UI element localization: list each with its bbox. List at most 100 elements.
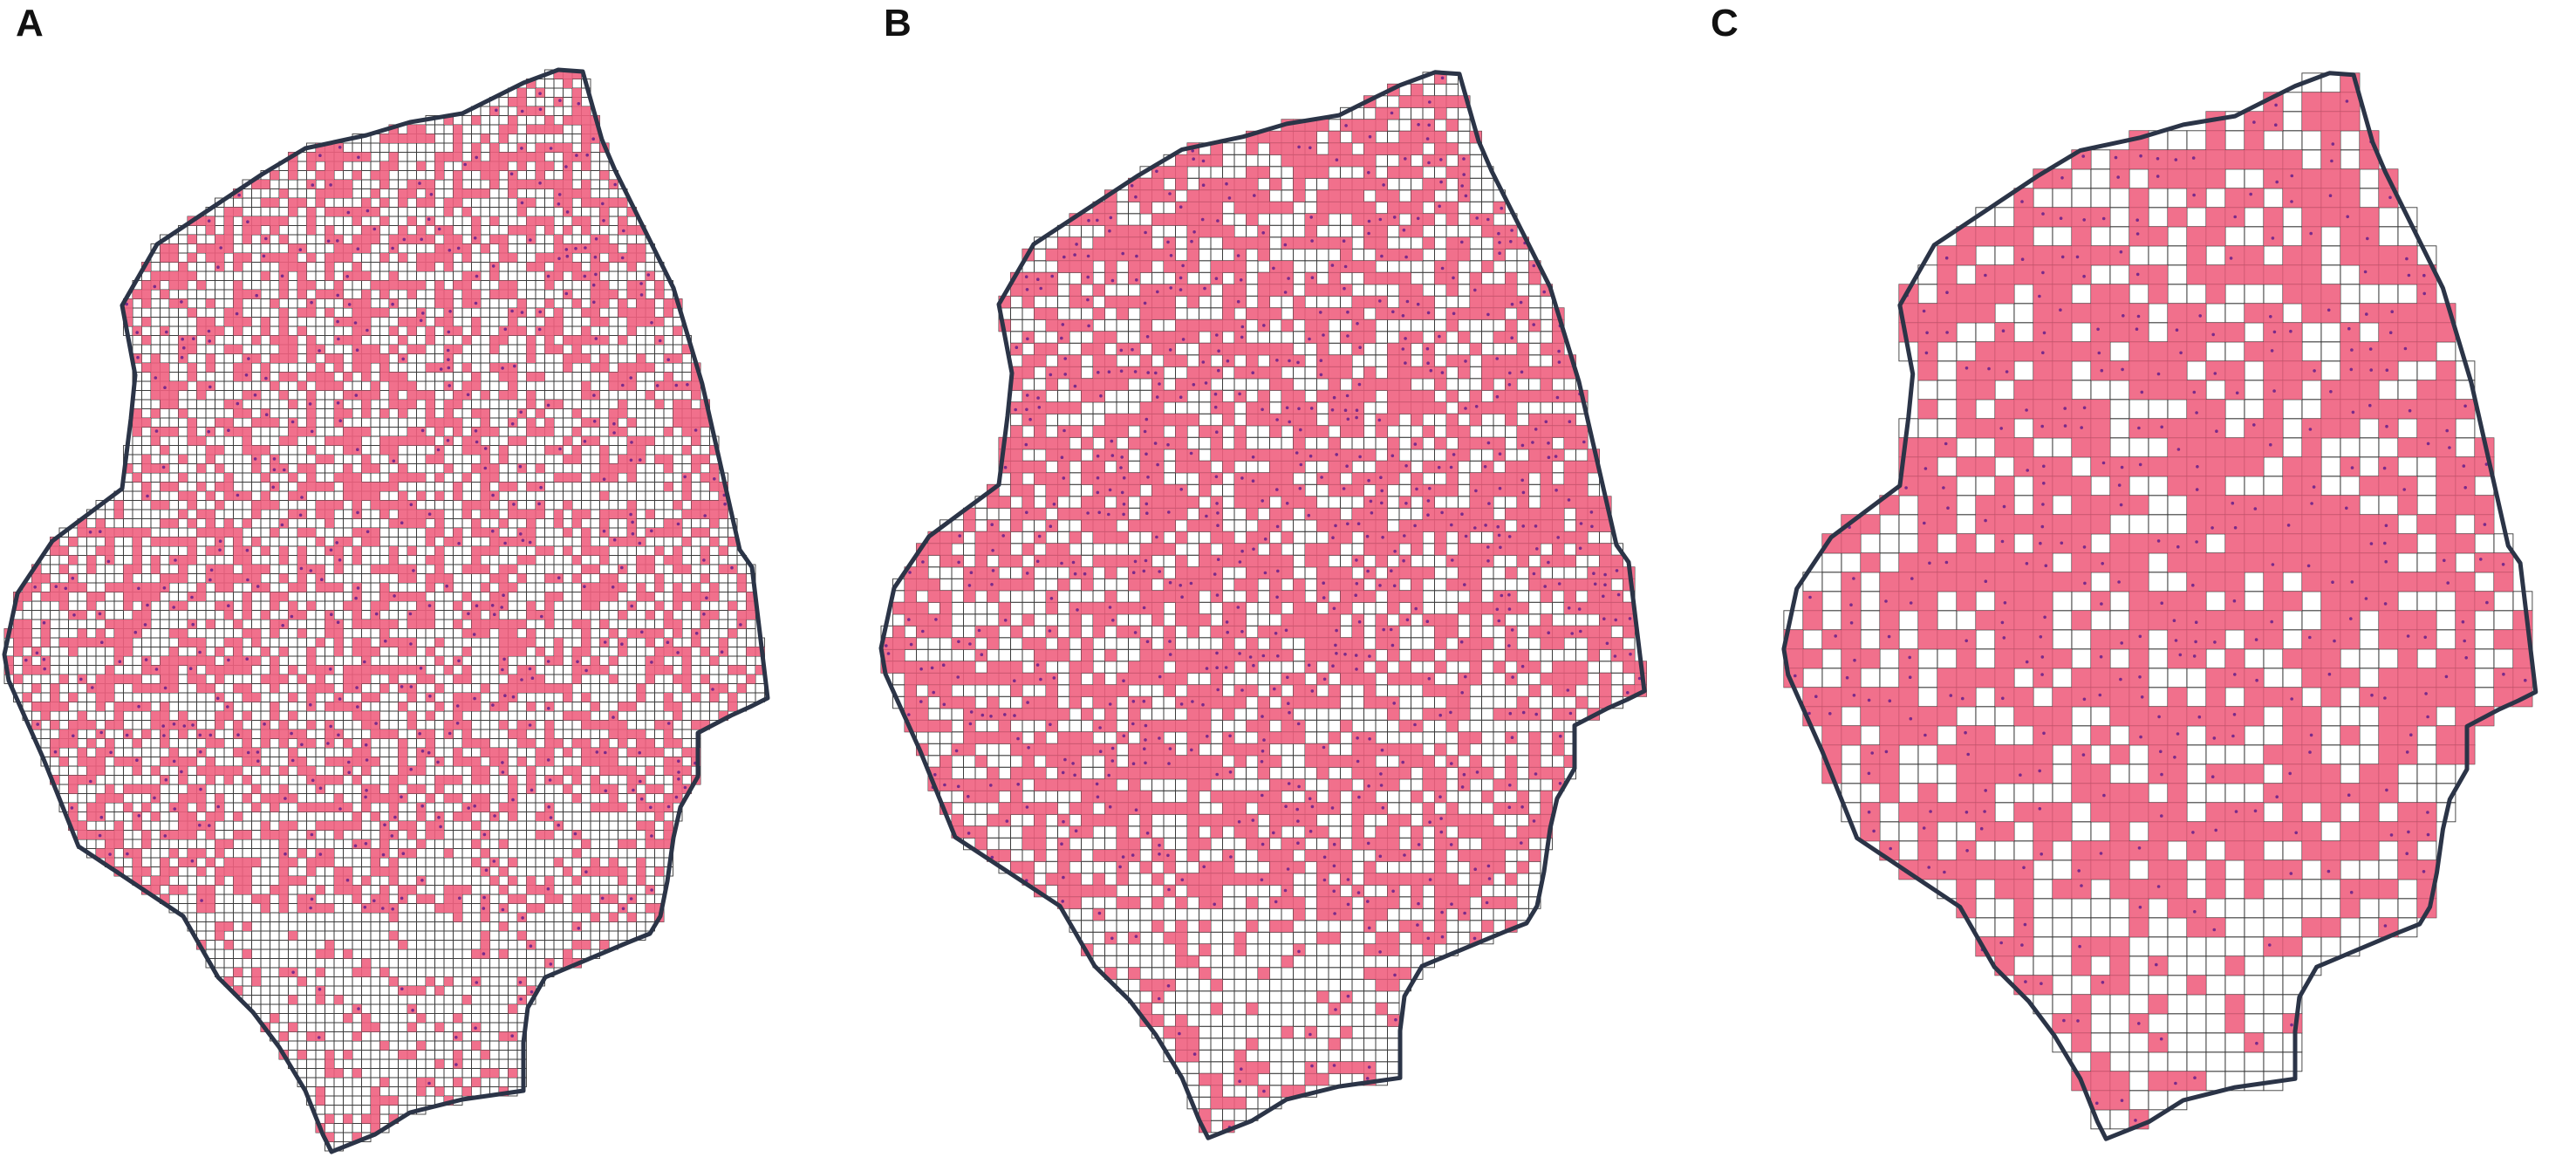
observation-dot [457, 542, 461, 545]
occupied-cell [1034, 802, 1046, 815]
occupied-cell [1446, 202, 1459, 214]
observation-dot [338, 807, 342, 811]
occupied-cell [664, 729, 673, 739]
occupied-cell [1199, 684, 1211, 697]
occupied-cell [31, 565, 41, 574]
occupied-cell [288, 995, 297, 1004]
occupied-cell [1057, 236, 1069, 250]
occupied-cell [379, 180, 389, 189]
occupied-cell [233, 720, 243, 729]
occupied-cell [609, 656, 618, 666]
occupied-cell [517, 436, 527, 446]
occupied-cell [416, 766, 426, 776]
occupied-cell [1140, 814, 1152, 826]
observation-dot [655, 384, 659, 387]
occupied-cell [114, 821, 124, 831]
occupied-cell [1293, 590, 1305, 603]
occupied-cell [23, 592, 32, 601]
occupied-cell [416, 803, 426, 812]
occupied-cell [1493, 284, 1506, 297]
occupied-cell [1575, 696, 1588, 709]
occupied-cell [188, 335, 197, 345]
occupied-cell [905, 602, 917, 614]
occupied-cell [279, 903, 289, 913]
occupied-cell [41, 711, 51, 721]
occupied-cell [1010, 449, 1022, 462]
occupied-cell [1010, 519, 1022, 532]
occupied-cell [1564, 414, 1576, 426]
occupied-cell [288, 793, 297, 803]
occupied-cell [1352, 343, 1364, 355]
observation-dot [108, 853, 112, 856]
occupied-cell [243, 601, 252, 611]
observation-dot [366, 328, 369, 332]
occupied-cell [1376, 908, 1388, 921]
occupied-cell [1258, 767, 1270, 779]
occupied-cell [1211, 319, 1223, 332]
occupied-cell [407, 565, 417, 574]
occupied-cell [133, 528, 142, 538]
occupied-cell [636, 317, 646, 326]
observation-dot [354, 394, 359, 397]
occupied-cell [453, 757, 462, 766]
occupied-cell [1234, 249, 1247, 261]
occupied-cell [1293, 696, 1305, 709]
occupied-cell [1305, 626, 1317, 638]
observation-dot [546, 660, 550, 663]
occupied-cell [261, 647, 270, 656]
occupied-cell [233, 766, 243, 776]
occupied-cell [572, 427, 582, 436]
occupied-cell [1541, 472, 1553, 485]
occupied-cell [297, 243, 307, 253]
occupied-cell [141, 803, 151, 812]
occupied-cell [1081, 743, 1093, 756]
occupied-cell [1541, 484, 1553, 496]
occupied-cell [1069, 602, 1082, 614]
occupied-cell [1376, 932, 1388, 944]
occupied-cell [1211, 684, 1223, 697]
occupied-cell [1458, 825, 1470, 839]
occupied-cell [297, 729, 307, 739]
occupied-cell [1151, 755, 1164, 768]
occupied-cell [481, 408, 490, 418]
occupied-cell [1352, 555, 1364, 567]
occupied-cell [1517, 531, 1529, 544]
occupied-cell [517, 88, 527, 98]
occupied-cell [352, 326, 362, 336]
occupied-cell [1151, 378, 1164, 391]
occupied-cell [554, 638, 564, 647]
occupied-cell [316, 482, 325, 491]
occupied-cell [1093, 814, 1105, 826]
occupied-cell [1541, 343, 1553, 355]
observation-dot [198, 733, 202, 737]
occupied-cell [1387, 354, 1399, 367]
observation-dot [336, 319, 339, 324]
occupied-cell [1187, 284, 1199, 297]
occupied-cell [1093, 354, 1105, 367]
occupied-cell [306, 693, 316, 702]
occupied-cell [1117, 602, 1129, 614]
occupied-cell [481, 601, 490, 611]
occupied-cell [544, 180, 554, 189]
occupied-cell [160, 702, 169, 711]
occupied-cell [361, 711, 371, 721]
occupied-cell [618, 565, 627, 574]
occupied-cell [1140, 825, 1152, 839]
occupied-cell [243, 610, 252, 620]
occupied-cell [1140, 178, 1152, 190]
occupied-cell [517, 161, 527, 171]
occupied-cell [1293, 684, 1305, 697]
occupied-cell [526, 198, 536, 208]
occupied-cell [1151, 425, 1164, 438]
occupied-cell [654, 546, 664, 556]
observation-dot [191, 723, 195, 727]
occupied-cell [581, 198, 591, 208]
occupied-cell [361, 353, 371, 363]
occupied-cell [952, 661, 964, 674]
occupied-cell [1340, 449, 1352, 462]
occupied-cell [928, 720, 940, 732]
occupied-cell [1117, 873, 1129, 886]
occupied-cell [279, 463, 289, 473]
occupied-cell [1470, 414, 1482, 426]
occupied-cell [243, 693, 252, 702]
